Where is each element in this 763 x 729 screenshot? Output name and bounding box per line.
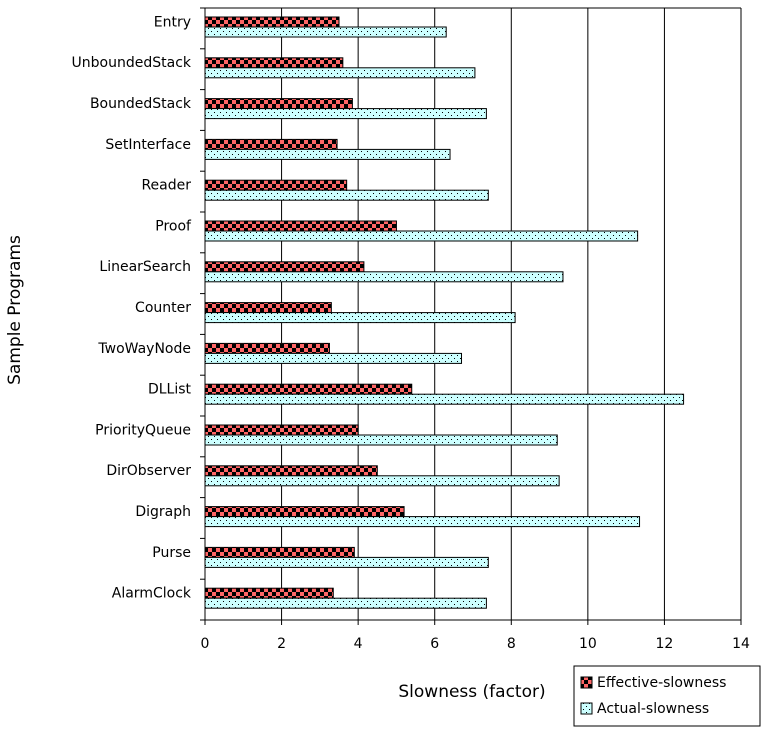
category-label: LinearSearch <box>99 259 191 275</box>
x-tick-label: 4 <box>354 636 363 652</box>
legend-swatch-effective <box>580 676 593 689</box>
category-label: DirObserver <box>106 463 191 479</box>
bar-actual-slowness <box>204 67 476 79</box>
bar-actual-slowness <box>204 312 516 324</box>
bar-effective-slowness <box>204 383 413 395</box>
x-axis-title: Slowness (factor) <box>398 682 545 702</box>
category-label: PriorityQueue <box>95 422 191 438</box>
bar-effective-slowness <box>204 302 332 314</box>
category-label: Reader <box>141 178 191 194</box>
category-label: Entry <box>154 14 191 30</box>
bar-actual-slowness <box>204 271 564 283</box>
x-tick-label: 10 <box>579 636 597 652</box>
bar-effective-slowness <box>204 16 340 28</box>
bar-actual-slowness <box>204 393 685 405</box>
category-label: UnboundedStack <box>72 55 192 71</box>
bar-actual-slowness <box>204 108 487 120</box>
bar-actual-slowness <box>204 556 489 568</box>
bar-actual-slowness <box>204 230 639 242</box>
bar-actual-slowness <box>204 189 489 201</box>
bars <box>204 16 685 609</box>
x-tick-labels: 0 2 4 6 8 10 12 14 <box>201 636 750 652</box>
x-tick-label: 6 <box>430 636 439 652</box>
category-label: Digraph <box>135 504 191 520</box>
bar-actual-slowness <box>204 352 463 364</box>
legend-box <box>573 665 761 727</box>
bar-effective-slowness <box>204 179 348 191</box>
bar-effective-slowness <box>204 138 338 150</box>
bar-effective-slowness <box>204 98 353 110</box>
bar-effective-slowness <box>204 57 344 69</box>
category-label: AlarmClock <box>112 586 192 602</box>
category-label: Proof <box>155 218 192 234</box>
bar-effective-slowness <box>204 465 378 477</box>
bar-effective-slowness <box>204 342 330 354</box>
bar-actual-slowness <box>204 516 641 528</box>
bar-actual-slowness <box>204 148 451 160</box>
category-label: TwoWayNode <box>97 341 191 357</box>
y-tick-labels: Entry UnboundedStack BoundedStack SetInterf… <box>72 14 193 601</box>
bar-effective-slowness <box>204 546 355 558</box>
bar-effective-slowness <box>204 424 359 436</box>
x-tick-label: 0 <box>201 636 210 652</box>
category-label: DLList <box>148 382 192 398</box>
x-tick-label: 8 <box>507 636 516 652</box>
category-label: Counter <box>135 300 191 316</box>
x-tick-label: 2 <box>277 636 286 652</box>
legend-label: Effective-slowness <box>597 675 726 691</box>
bar-effective-slowness <box>204 587 334 599</box>
category-label: SetInterface <box>105 137 191 153</box>
bar-actual-slowness <box>204 597 487 609</box>
category-label: Purse <box>152 545 191 561</box>
legend-swatch-actual <box>580 702 593 715</box>
bar-actual-slowness <box>204 26 447 38</box>
bar-actual-slowness <box>204 475 560 487</box>
legend-label: Actual-slowness <box>597 701 709 717</box>
bar-actual-slowness <box>204 434 558 446</box>
bar-effective-slowness <box>204 261 365 273</box>
bar-effective-slowness <box>204 506 405 518</box>
y-axis-title: Sample Programs <box>5 235 25 385</box>
x-tick-label: 12 <box>656 636 674 652</box>
bar-effective-slowness <box>204 220 397 232</box>
legend: Effective-slowness Actual-slowness <box>573 665 761 727</box>
x-tick-label: 14 <box>732 636 750 652</box>
category-label: BoundedStack <box>90 96 192 112</box>
